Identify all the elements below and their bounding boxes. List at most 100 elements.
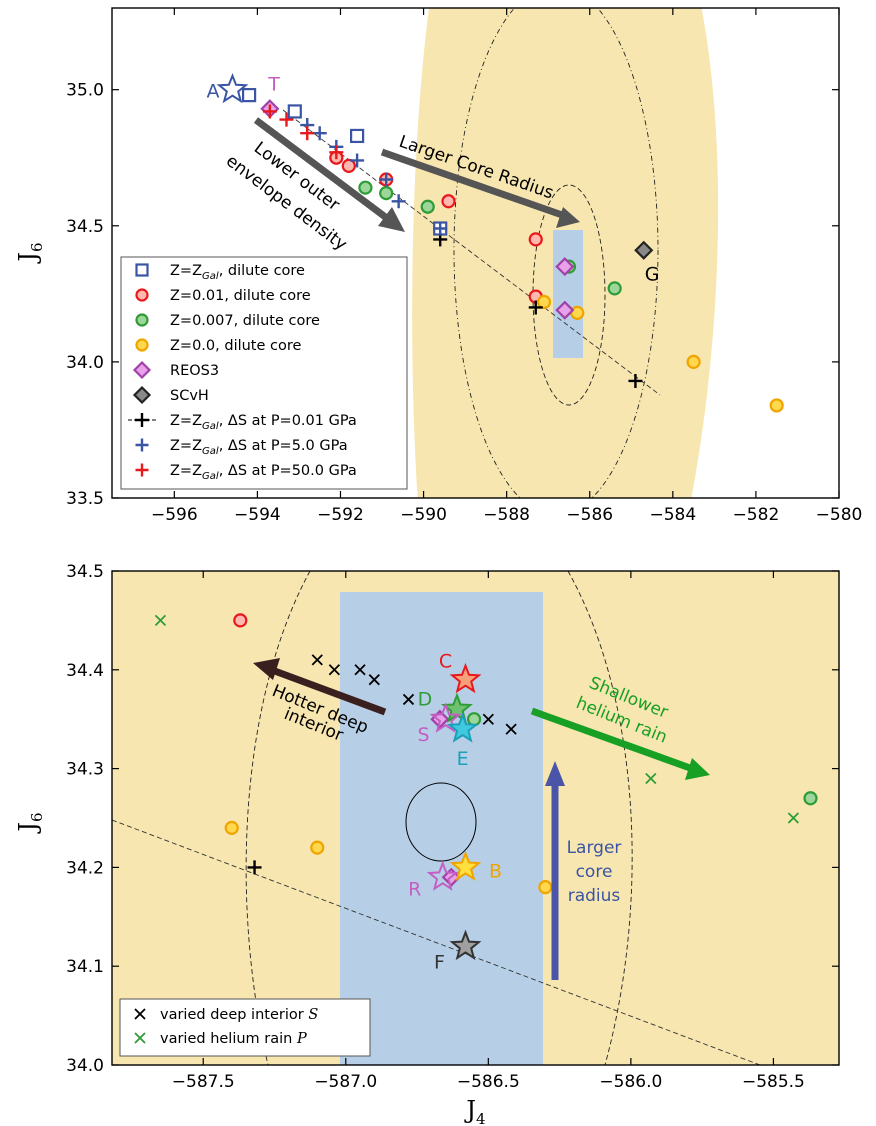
xtick-label: −594 (234, 505, 281, 525)
ytick-label: 34.4 (66, 661, 104, 681)
bottom-plot-area (112, 571, 839, 1065)
data-point-4-1 (555, 257, 575, 277)
ytick-label: 34.1 (66, 957, 104, 977)
data-point-3-3 (769, 398, 784, 413)
data-point-1-1 (341, 158, 356, 173)
star-R (426, 860, 459, 891)
star-S (429, 702, 462, 733)
top-blue-box (553, 230, 583, 358)
label-T: T (267, 73, 280, 95)
xtick-label: −584 (649, 505, 696, 525)
label-E: E (457, 748, 469, 770)
arrow-shallower-helium-rain (530, 707, 692, 772)
bottom-left-ellipse-arc (245, 571, 311, 1065)
data-point-4-2 (555, 300, 575, 320)
xtick-label: −588 (483, 505, 530, 525)
arrow-lower-envelope-head (378, 207, 405, 232)
xtick-label: −585.5 (742, 1072, 805, 1092)
top-outer-ellipse (453, 8, 659, 498)
label-A: A (206, 81, 219, 103)
top-legend: Z=ZGal, dilute core Z=0.01, dilute core Z=… (120, 256, 408, 490)
ytick-label: 33.5 (66, 489, 104, 509)
data-point-1-4 (528, 232, 543, 247)
ytick-label: 35.0 (66, 81, 104, 101)
label-G: G (645, 263, 660, 285)
legend-label: varied helium rain P (160, 1031, 307, 1047)
legend-label: Z=ZGal, ΔS at P=50.0 GPa (170, 463, 357, 482)
legend-label: Z=0.007, dilute core (170, 313, 320, 329)
bottom-legend: varied deep interior S varied helium rain… (119, 998, 371, 1057)
top-dashed-line (282, 109, 661, 396)
label-R: R (408, 878, 421, 900)
legend-marker (132, 360, 152, 380)
data-point-6-2 (628, 373, 643, 388)
data-point-3-1 (803, 791, 818, 806)
data-point-0-1 (287, 104, 302, 119)
data-point-0-5 (482, 713, 494, 725)
ytick-label: 34.0 (66, 353, 104, 373)
legend-marker (135, 413, 149, 427)
legend-label: Z=0.01, dilute core (170, 288, 311, 304)
data-point-7-6 (433, 221, 448, 236)
bottom-xlabel: J4 (463, 1096, 485, 1126)
xtick-label: −582 (733, 505, 780, 525)
bottom-axes-frame (111, 570, 840, 1066)
ann-radius: radius (568, 886, 621, 906)
xtick-label: −586 (566, 505, 613, 525)
legend-label: varied deep interior S (160, 1007, 318, 1023)
top-plot-area (216, 8, 784, 498)
data-point-1-3 (441, 194, 456, 209)
xtick-label: −592 (317, 505, 364, 525)
legend-label: Z=ZGal, ΔS at P=0.01 GPa (170, 413, 357, 432)
legend-marker (135, 338, 149, 352)
arrow-hotter-deep-interior (270, 666, 387, 716)
data-point-2-1 (379, 186, 394, 201)
top-ticks: −596 −594 −592 −590 −588 −586 −584 −582 −580 33.5… (66, 8, 862, 525)
legend-marker (135, 288, 149, 302)
ytick-label: 34.5 (66, 562, 104, 582)
data-point-6-0 (247, 860, 262, 875)
star-A (216, 72, 249, 104)
xtick-label: −590 (400, 505, 447, 525)
data-point-2-4 (607, 281, 622, 296)
bottom-blue-box (340, 592, 543, 1065)
data-point-6-1 (528, 300, 543, 315)
arrow-hotter-deep-interior-head (253, 658, 280, 680)
data-point-0-2 (354, 664, 366, 676)
star-F (449, 929, 482, 961)
data-point-4-1 (310, 840, 325, 855)
data-point-3-0 (536, 294, 552, 310)
ytick-label: 34.5 (66, 217, 104, 237)
top-markers (216, 72, 784, 413)
legend-marker (135, 463, 149, 477)
label-C: C (439, 651, 452, 673)
data-point-4-0 (224, 820, 239, 835)
ytick-label: 34.0 (66, 1056, 104, 1076)
data-point-7-3 (350, 153, 365, 168)
top-axes-frame (111, 7, 840, 499)
label-B: B (489, 860, 502, 882)
xtick-label: −587.5 (172, 1072, 235, 1092)
legend-marker (135, 438, 149, 452)
data-point-8-2 (300, 126, 315, 141)
data-point-3-0 (466, 712, 482, 727)
xtick-label: −586.0 (599, 1072, 662, 1092)
data-point-0-4 (402, 693, 415, 706)
xtick-label: −587.0 (314, 1072, 377, 1092)
data-point-7-1 (312, 126, 327, 141)
xtick-label: −586.5 (457, 1072, 520, 1092)
data-point-1-2 (787, 812, 800, 824)
star-C (449, 662, 482, 694)
bottom-panel: Hotter deep interior Shallower helium ra… (14, 562, 840, 1126)
xtick-label: −596 (151, 505, 198, 525)
ann-larger: Larger (567, 838, 622, 858)
ann-core: core (576, 862, 613, 882)
data-point-7-4 (379, 172, 394, 187)
bottom-arrows (253, 658, 710, 980)
star-E (446, 712, 479, 743)
arrow-shallower-helium-rain-head (685, 758, 710, 780)
data-point-7-5 (391, 194, 406, 209)
data-point-3-1 (570, 305, 585, 320)
legend-marker (135, 313, 149, 327)
